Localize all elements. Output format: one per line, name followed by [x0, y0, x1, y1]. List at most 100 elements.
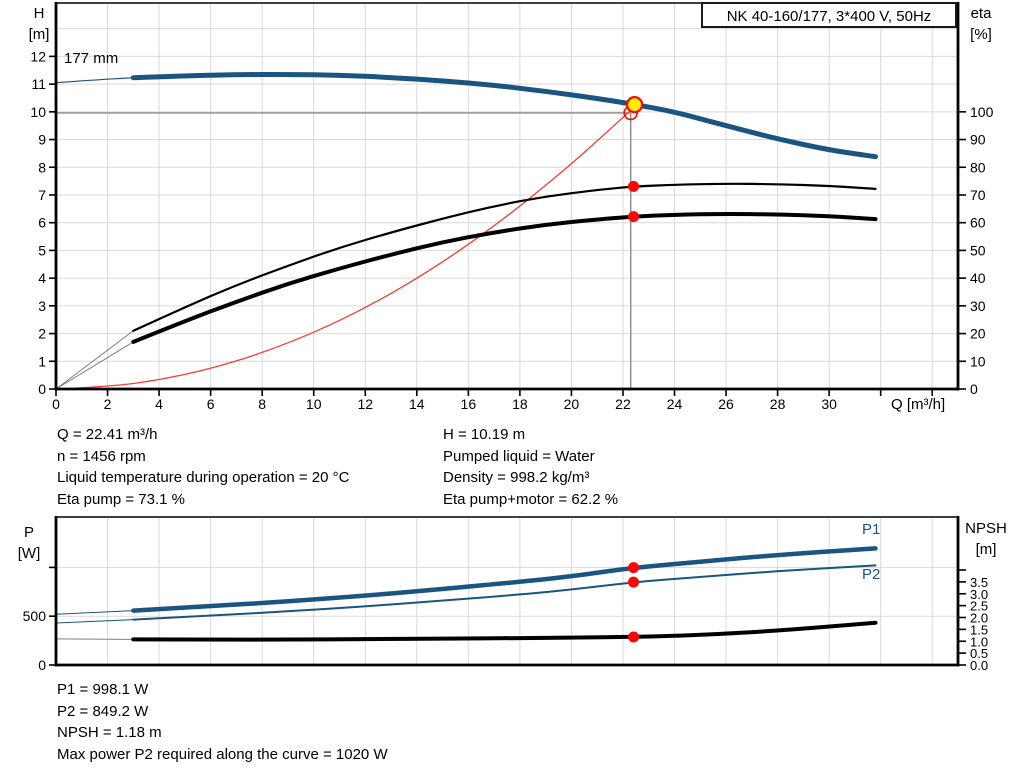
p1-curve-label: P1: [862, 521, 881, 538]
system-curve: [55, 109, 632, 390]
head-eta-chart-grid: [56, 4, 958, 389]
y-right-tick-label: 3.0: [970, 587, 988, 602]
x-tick-label: 20: [564, 396, 580, 412]
info-pumped-liquid: Pumped liquid = Water: [443, 447, 595, 465]
x-tick-label: 0: [52, 396, 60, 412]
duty-crosshair: [56, 112, 632, 389]
eta-axis-title-line1: eta: [970, 5, 992, 22]
y-left-tick-label: 4: [38, 270, 46, 286]
y-right-tick-label: 70: [970, 187, 986, 203]
eta-pump-point: [628, 180, 640, 192]
pump-title-box: NK 40-160/177, 3*400 V, 50Hz: [701, 2, 957, 28]
result-max-power: Max power P2 required along the curve = …: [57, 746, 388, 764]
y-left-tick-label: 5: [38, 242, 46, 258]
y-right-tick-label: 1.0: [970, 634, 988, 649]
x-tick-label: 30: [821, 396, 837, 412]
y-right-tick-label: 3.5: [970, 575, 988, 590]
result-npsh: NPSH = 1.18 m: [57, 724, 162, 742]
head-eta-chart-axes: 0 2 4 6 8 10 12 14 16 18 20 22 24 26 28 300123456789101…: [30, 2, 994, 412]
x-tick-label: 10: [306, 396, 322, 412]
y-right-tick-label: 50: [970, 242, 986, 258]
x-tick-label: 28: [770, 396, 786, 412]
y-right-tick-label: 20: [970, 326, 986, 342]
y-right-tick-label: 10: [970, 353, 986, 369]
head-axis-title-line2: [m]: [28, 26, 50, 43]
y-right-tick-label: 90: [970, 132, 986, 148]
p1-curve: [131, 546, 878, 613]
head-eta-chart: 0 2 4 6 8 10 12 14 16 18 20 22 24 26 28 300123456789101…: [30, 2, 994, 412]
info-eta-pump-motor: Eta pump+motor = 62.2 %: [443, 491, 619, 509]
y-left-tick-label: 0: [38, 657, 46, 673]
x-tick-label: 24: [667, 396, 683, 412]
p2-trim-lead: [55, 619, 134, 624]
result-p1: P1 = 998.1 W: [57, 681, 149, 698]
y-left-tick-label: 8: [38, 159, 46, 175]
p2-point: [628, 576, 640, 588]
npsh-axis-title: NPSH [m]: [960, 518, 1012, 560]
x-tick-label: 22: [615, 396, 631, 412]
x-tick-label: 26: [718, 396, 734, 412]
y-left-tick-label: 500: [23, 608, 47, 624]
pump-curve-trim-lead: [55, 77, 134, 84]
info-head: H = 10.19 m: [443, 426, 526, 443]
npsh-point: [628, 631, 640, 643]
y-right-tick-label: 100: [970, 104, 994, 120]
npsh-axis-title-line1: NPSH: [965, 520, 1007, 537]
eta-pump-motor-curve: [131, 211, 878, 344]
p1-point: [628, 562, 640, 574]
npsh-curve: [131, 620, 878, 642]
power-axis-title: P [W]: [12, 522, 46, 564]
y-left-tick-label: 1: [38, 353, 46, 369]
impeller-diameter-label: 177 mm: [64, 50, 119, 67]
y-right-tick-label: 0.0: [970, 658, 988, 673]
y-left-tick-label: 3: [38, 298, 46, 314]
pump-curve-177mm: [130, 71, 878, 160]
power-axis-title-line1: P: [23, 524, 34, 541]
y-left-tick-label: 7: [38, 187, 46, 203]
x-tick-label: 4: [155, 396, 163, 412]
power-npsh-chart-grid: [56, 518, 958, 665]
power-npsh-chart-axes: 0 500 0.00.51.01.52.02.53.03.5: [23, 516, 988, 673]
head-axis-title-line1: H: [33, 5, 45, 22]
x-tick-label: 2: [104, 396, 112, 412]
eta-pump-motor-point: [628, 211, 640, 223]
x-tick-label: 8: [258, 396, 266, 412]
result-p2: P2 = 849.2 W: [57, 702, 149, 720]
eta-pump-trim-lead: [55, 330, 134, 390]
duty-info-left: Q = 22.41 m³/h n = 1456 rpm Liquid tempe…: [57, 424, 349, 511]
eta-pump-motor-trim-lead: [55, 341, 134, 390]
x-tick-label: 12: [357, 396, 373, 412]
npsh-trim-lead: [55, 638, 134, 640]
y-left-tick-label: 11: [31, 76, 46, 92]
x-tick-label: 18: [512, 396, 528, 412]
y-right-tick-label: 0: [970, 381, 978, 397]
q-axis-title: Q [m³/h]: [891, 396, 946, 413]
info-density: Density = 998.2 kg/m³: [443, 469, 590, 487]
y-left-tick-label: 12: [30, 48, 46, 64]
p2-curve-label: P2: [862, 566, 881, 583]
duty-point: [625, 96, 644, 114]
y-left-tick-label: 9: [38, 132, 46, 148]
y-right-tick-label: 2.5: [970, 599, 988, 614]
eta-axis-title: eta [%]: [963, 3, 999, 45]
y-left-tick-label: 10: [30, 104, 46, 120]
x-tick-label: 14: [409, 396, 425, 412]
head-axis-title: H [m]: [24, 3, 54, 45]
power-axis-title-line2: [W]: [17, 545, 41, 562]
p2-curve: [132, 564, 877, 621]
info-eta-pump: Eta pump = 73.1 %: [57, 491, 185, 509]
eta-pump-curve: [132, 182, 877, 332]
eta-axis-title-line2: [%]: [970, 26, 992, 43]
y-right-tick-label: 30: [970, 298, 986, 314]
y-right-tick-label: 40: [970, 270, 986, 286]
x-tick-label: 6: [207, 396, 215, 412]
x-tick-label: 16: [461, 396, 477, 412]
npsh-axis-title-line2: [m]: [975, 541, 997, 558]
y-right-tick-label: 2.0: [970, 611, 988, 626]
power-npsh-chart: 0 500 0.00.51.01.52.02.53.03.5: [23, 516, 988, 673]
y-right-tick-label: 1.5: [970, 622, 988, 637]
y-right-tick-label: 0.5: [970, 646, 988, 661]
y-left-tick-label: 6: [38, 215, 46, 231]
